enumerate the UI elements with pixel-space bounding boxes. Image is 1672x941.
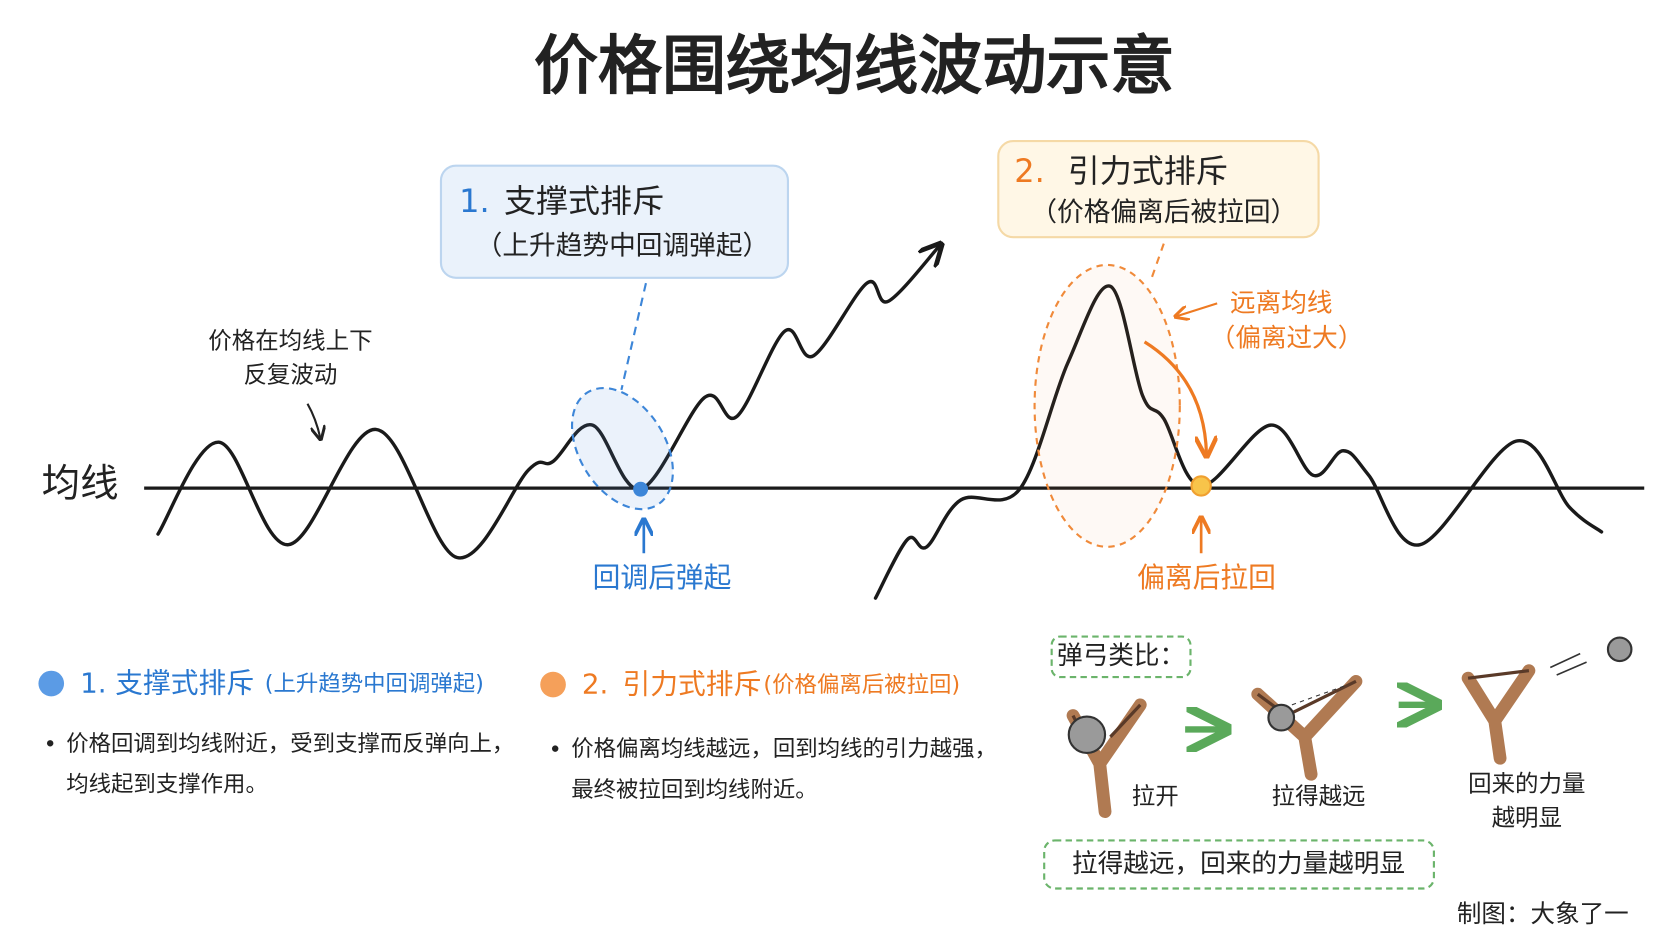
price-curve <box>156 246 940 560</box>
legend-title: 支撑式排斥 <box>115 667 254 700</box>
callout-number: 2. <box>1014 152 1045 190</box>
step-label: 拉得越远 <box>1272 782 1366 810</box>
price-curves <box>156 246 1604 600</box>
callout-box <box>997 140 1320 239</box>
step-label: 越明显 <box>1492 804 1562 832</box>
legend-dot <box>540 671 566 698</box>
leader <box>1149 243 1165 281</box>
arrow <box>1177 302 1218 316</box>
callout-title: 引力式排斥 <box>1068 152 1228 190</box>
bullet-text: 价格偏离均线越远，回到均线的引力越强， <box>571 736 997 762</box>
callout-number: 1. <box>459 182 490 220</box>
summary: 拉得越远，回来的力量越明显 <box>1072 849 1405 879</box>
arrow <box>1143 340 1207 454</box>
callout-subtitle: （上升趋势中回调弹起） <box>476 230 770 261</box>
bullet <box>551 745 559 752</box>
mean-line-label: 均线 <box>42 461 119 506</box>
callout-title: 支撑式排斥 <box>504 182 664 220</box>
touch-point <box>1190 475 1212 497</box>
price-curve <box>873 284 1604 600</box>
highlight <box>1033 263 1181 548</box>
leader <box>620 282 647 391</box>
callout-subtitle: （价格偏离后被拉回） <box>1030 197 1297 228</box>
legend-detail: (价格偏离后被拉回) <box>763 672 960 698</box>
highlight <box>570 387 674 511</box>
note: （偏离过大） <box>1210 324 1364 354</box>
bullet-text: 最终被拉回到均线附近。 <box>571 777 817 803</box>
point-label: 回调后弹起 <box>593 561 732 594</box>
legend-detail: (上升趋势中回调弹起) <box>265 671 484 697</box>
step-label: 回来的力量 <box>1468 769 1585 797</box>
bullet <box>46 740 54 747</box>
touch-point <box>633 481 649 497</box>
analogy-title: 弹弓类比： <box>1057 641 1185 671</box>
callout-box <box>439 164 790 279</box>
title: 价格围绕均线波动示意 <box>534 30 1174 104</box>
credit: 制图：大象了一 <box>1457 899 1629 928</box>
arrow <box>306 403 320 438</box>
slingshot <box>1461 636 1633 765</box>
summary-box <box>1043 839 1435 890</box>
step-label: 拉开 <box>1132 782 1179 810</box>
legend-title: 引力式排斥 <box>622 668 761 701</box>
slingshot <box>1251 674 1363 781</box>
point-label: 偏离后拉回 <box>1137 561 1276 594</box>
legend-number: 2. <box>582 668 608 701</box>
bullet-text: 均线起到支撑作用。 <box>66 771 268 797</box>
legend-number: 1. <box>80 667 106 700</box>
bullet-text: 价格回调到均线附近，受到支撑而反弹向上， <box>66 731 514 757</box>
annotation: 反复波动 <box>243 361 337 389</box>
legend-dot <box>38 670 65 697</box>
annotation: 价格在均线上下 <box>208 326 372 354</box>
note: 远离均线 <box>1230 288 1332 318</box>
slingshot <box>1066 698 1147 819</box>
